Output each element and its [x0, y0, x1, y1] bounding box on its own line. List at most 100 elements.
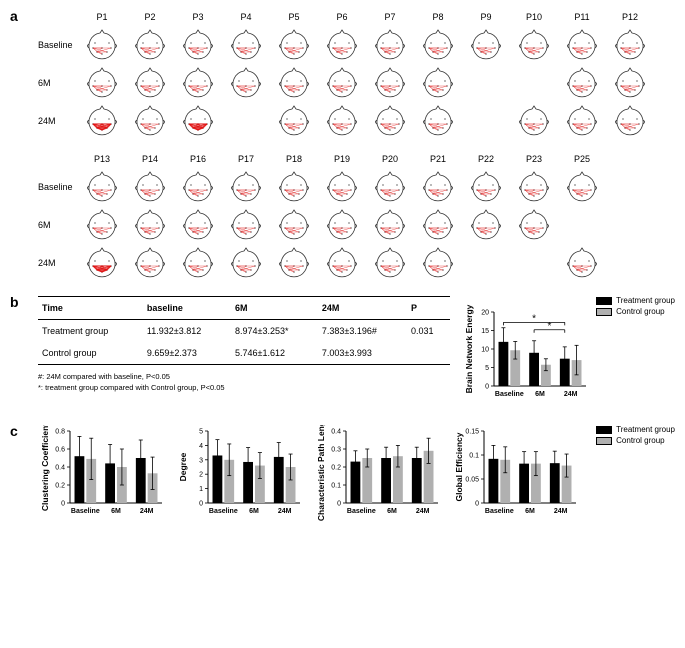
svg-text:1: 1: [199, 486, 203, 493]
table-cell: 7.383±3.196#: [318, 320, 407, 343]
brain-topomap: [270, 67, 318, 99]
brain-topomap: [126, 171, 174, 203]
col-header: P7: [366, 12, 414, 22]
row-label: 24M: [38, 258, 78, 268]
brain-topomap: [318, 105, 366, 137]
col-header: P11: [558, 12, 606, 22]
col-header: P5: [270, 12, 318, 22]
brain-topomap: [366, 105, 414, 137]
brain-topomap: [366, 209, 414, 241]
brain-topomap: [558, 171, 606, 203]
table-footnotes: #: 24M compared with baseline, P<0.05 *:…: [38, 371, 450, 394]
svg-text:24M: 24M: [140, 508, 154, 515]
table-cell: 7.003±3.993: [318, 342, 407, 365]
brain-grid-block1: P1 P2 P3 P4 P5 P6 P7 P8 P9 P10 P11 P12 B…: [38, 8, 675, 140]
svg-text:0.05: 0.05: [465, 477, 479, 484]
brain-topomap: [558, 29, 606, 61]
brain-topomap: [414, 209, 462, 241]
svg-text:*: *: [532, 313, 536, 324]
svg-text:0.15: 0.15: [465, 429, 479, 436]
svg-text:24M: 24M: [416, 508, 430, 515]
col-header: P14: [126, 154, 174, 164]
panel-a-label: a: [10, 8, 18, 24]
brain-topomap: [558, 67, 606, 99]
table-header: 6M: [231, 297, 318, 320]
brain-topomap: [510, 105, 558, 137]
table-header: baseline: [143, 297, 231, 320]
svg-text:20: 20: [481, 310, 489, 317]
brain-topomap: [126, 67, 174, 99]
brain-topomap: [270, 105, 318, 137]
brain-topomap: [270, 209, 318, 241]
svg-text:24M: 24M: [278, 508, 292, 515]
brain-topomap: [558, 105, 606, 137]
col-header: P21: [414, 154, 462, 164]
svg-text:Clustering Coefficient: Clustering Coefficient: [40, 425, 50, 511]
legend-swatch-control: [596, 437, 612, 445]
legend-swatch-treatment: [596, 426, 612, 434]
brain-topomap: [510, 29, 558, 61]
svg-text:0.4: 0.4: [55, 465, 65, 472]
col-header: P10: [510, 12, 558, 22]
brain-topomap: [462, 209, 510, 241]
brain-topomap: [126, 29, 174, 61]
svg-text:Baseline: Baseline: [495, 391, 524, 398]
svg-text:6M: 6M: [387, 508, 397, 515]
brain-topomap: [606, 29, 654, 61]
brain-topomap: [414, 67, 462, 99]
row-label: Baseline: [38, 40, 78, 50]
brain-topomap: [558, 247, 606, 279]
svg-text:0.2: 0.2: [55, 483, 65, 490]
svg-text:Baseline: Baseline: [485, 508, 514, 515]
table-cell: 8.974±3.253*: [231, 320, 318, 343]
brain-topomap: [510, 209, 558, 241]
svg-text:3: 3: [199, 457, 203, 464]
brain-topomap: [78, 67, 126, 99]
svg-text:0.3: 0.3: [331, 447, 341, 454]
brain-topomap: [78, 247, 126, 279]
svg-text:0.1: 0.1: [469, 453, 479, 460]
brain-topomap: [78, 105, 126, 137]
svg-text:0: 0: [485, 384, 489, 391]
brain-topomap: [366, 67, 414, 99]
col-header: P18: [270, 154, 318, 164]
table-cell: 5.746±1.612: [231, 342, 318, 365]
svg-text:0.1: 0.1: [331, 483, 341, 490]
table-cell: [407, 342, 450, 365]
table-cell: Treatment group: [38, 320, 143, 343]
brain-topomap: [318, 29, 366, 61]
row-label: 6M: [38, 220, 78, 230]
svg-text:0: 0: [61, 501, 65, 508]
panel-c: c Clustering Coefficient00.20.40.60.8Bas…: [10, 425, 675, 528]
col-header: P4: [222, 12, 270, 22]
row-label: 24M: [38, 116, 78, 126]
brain-topomap: [222, 209, 270, 241]
brain-topomap: [414, 105, 462, 137]
svg-text:6M: 6M: [249, 508, 259, 515]
svg-text:0.6: 0.6: [55, 447, 65, 454]
brain-topomap: [414, 171, 462, 203]
col-header: P9: [462, 12, 510, 22]
brain-topomap: [222, 247, 270, 279]
svg-text:0.2: 0.2: [331, 465, 341, 472]
brain-topomap: [78, 29, 126, 61]
svg-text:10: 10: [481, 347, 489, 354]
stats-table: Timebaseline6M24MP Treatment group11.932…: [38, 296, 450, 365]
brain-topomap: [78, 209, 126, 241]
brain-topomap: [366, 29, 414, 61]
brain-topomap: [414, 29, 462, 61]
svg-text:0: 0: [475, 501, 479, 508]
table-cell: 11.932±3.812: [143, 320, 231, 343]
svg-text:4: 4: [199, 443, 203, 450]
table-cell: 0.031: [407, 320, 450, 343]
table-header: Time: [38, 297, 143, 320]
svg-text:6M: 6M: [111, 508, 121, 515]
row-label: 6M: [38, 78, 78, 88]
brain-topomap: [414, 247, 462, 279]
col-header: P22: [462, 154, 510, 164]
col-header: P12: [606, 12, 654, 22]
brain-energy-chart: Brain Network Energy05101520Baseline6M24…: [462, 296, 590, 411]
svg-text:Degree: Degree: [178, 452, 188, 481]
brain-topomap: [174, 105, 222, 137]
brain-topomap: [606, 67, 654, 99]
